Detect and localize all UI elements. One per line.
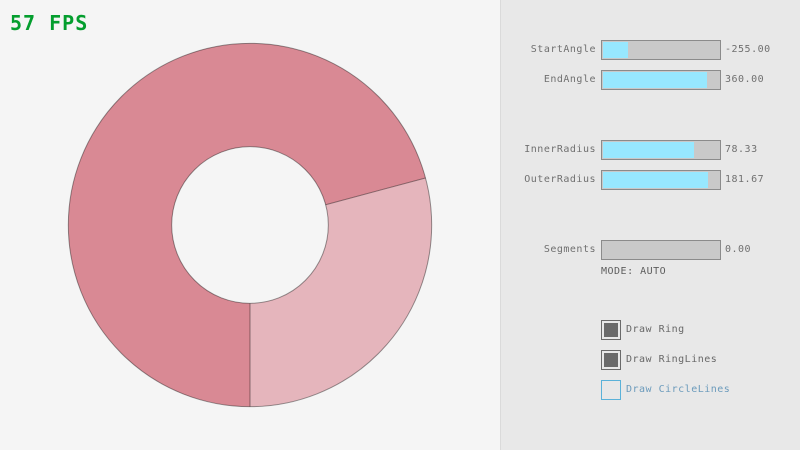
- ring-outer-line: [67, 42, 433, 408]
- start-angle-value: -255.00: [725, 44, 771, 55]
- checkbox-draw-ringlines-label: Draw RingLines: [626, 354, 718, 365]
- outer-radius-value: 181.67: [725, 174, 765, 185]
- single-pass-fill: [250, 177, 432, 407]
- segments-sliderbar[interactable]: [601, 240, 721, 260]
- slider-row-start-angle: StartAngle -255.00: [501, 40, 800, 60]
- inner-radius-sliderbar[interactable]: [601, 140, 721, 160]
- slider-row-inner-radius: InnerRadius 78.33: [501, 140, 800, 160]
- inner-radius-value: 78.33: [725, 144, 758, 155]
- checkbox-draw-ring-label: Draw Ring: [626, 324, 685, 335]
- end-angle-value: 360.00: [725, 74, 765, 85]
- slider-row-end-angle: EndAngle 360.00: [501, 70, 800, 90]
- segments-mode-text: MODE: AUTO: [601, 266, 667, 277]
- ring-radial-line: [325, 177, 426, 206]
- start-angle-label: StartAngle: [530, 44, 596, 55]
- double-pass-fill: [68, 43, 426, 407]
- inner-radius-slider-fill: [603, 142, 694, 158]
- end-angle-slider-fill: [603, 72, 708, 88]
- start-angle-slider-fill: [603, 42, 629, 58]
- outer-radius-sliderbar[interactable]: [601, 170, 721, 190]
- end-angle-sliderbar[interactable]: [601, 70, 721, 90]
- checkbox-draw-circlelines-label: Draw CircleLines: [626, 384, 731, 395]
- ring-chart: [67, 42, 433, 408]
- checkbox-draw-ring[interactable]: [601, 320, 621, 340]
- checkbox-draw-circlelines[interactable]: [601, 380, 621, 400]
- slider-row-outer-radius: OuterRadius 181.67: [501, 170, 800, 190]
- ring-inner-line: [171, 146, 329, 304]
- checkbox-draw-ringlines-checkmark: [604, 353, 618, 367]
- end-angle-label: EndAngle: [543, 74, 596, 85]
- outer-radius-slider-fill: [603, 172, 709, 188]
- checkbox-draw-ringlines[interactable]: [601, 350, 621, 370]
- start-angle-sliderbar[interactable]: [601, 40, 721, 60]
- controls-panel: StartAngle -255.00 EndAngle 360.00 InnerRadi…: [500, 0, 800, 450]
- inner-radius-label: InnerRadius: [524, 144, 596, 155]
- segments-label: Segments: [543, 244, 596, 255]
- segments-value: 0.00: [725, 244, 752, 255]
- slider-row-segments: Segments 0.00: [501, 240, 800, 260]
- outer-radius-label: OuterRadius: [524, 174, 596, 185]
- checkbox-draw-ring-checkmark: [604, 323, 618, 337]
- fps-counter: 57 FPS: [10, 11, 89, 35]
